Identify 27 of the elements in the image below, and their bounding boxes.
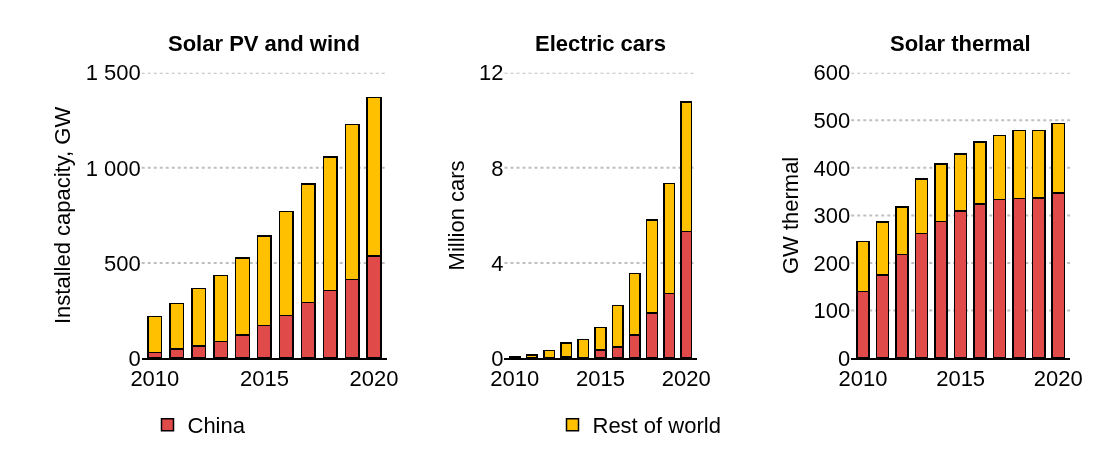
legend-label: China — [187, 413, 246, 439]
bar — [147, 315, 163, 354]
y-axis-title: Million cars — [443, 160, 469, 271]
y-tick-label: 500 — [103, 250, 141, 276]
x-tick-label: 2015 — [239, 366, 289, 392]
y-tick-label: 300 — [813, 203, 851, 229]
y-tick-label: 400 — [813, 155, 851, 181]
y-tick-label: 12 — [479, 60, 504, 86]
x-tick-label: 2020 — [349, 366, 399, 392]
x-tick-label: 2015 — [576, 366, 625, 392]
y-tick-label: 1 000 — [85, 155, 141, 181]
chart-title: Electric cars — [535, 31, 666, 56]
y-axis-title: GW thermal — [778, 156, 804, 275]
y-tick-label: 600 — [813, 60, 851, 86]
y-tick-label: 1 500 — [85, 60, 141, 86]
y-tick-label: 200 — [813, 250, 851, 276]
y-axis-title: Installed capacity, GW — [50, 106, 76, 325]
chart-title: Solar PV and wind — [168, 31, 360, 56]
y-tick-label: 8 — [491, 155, 504, 181]
legend-label: Rest of world — [592, 413, 721, 439]
x-tick-label: 2020 — [1033, 366, 1083, 392]
y-tick-label: 100 — [813, 298, 851, 324]
y-tick-label: 4 — [491, 250, 504, 276]
chart-title: Solar thermal — [890, 31, 1031, 56]
x-tick-label: 2020 — [661, 366, 711, 392]
y-tick-label: 500 — [813, 108, 851, 134]
x-tick-label: 2015 — [936, 366, 986, 392]
